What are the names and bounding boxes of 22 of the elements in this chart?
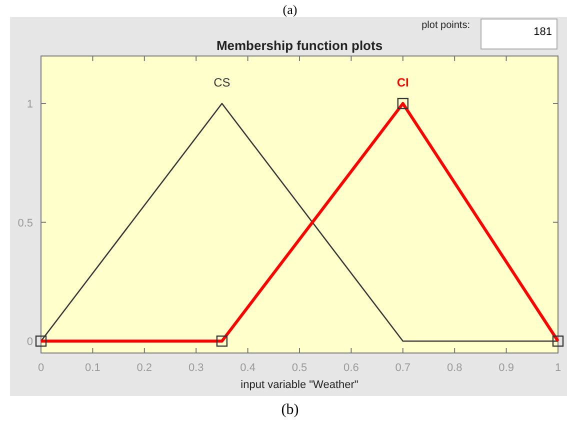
- y-tick-label: 1: [26, 98, 33, 111]
- x-tick-label: 0.3: [188, 362, 204, 374]
- x-tick-label: 0.2: [136, 362, 152, 374]
- x-tick-label: 0.5: [292, 362, 308, 374]
- text-field: 181: [480, 18, 558, 50]
- chart-title: Membership function plots: [216, 38, 383, 53]
- x-tick-label: 0.7: [395, 362, 411, 374]
- y-tick-label: 0.5: [18, 217, 33, 230]
- x-tick-label: 0.6: [344, 362, 359, 374]
- x-tick-label: 0.9: [498, 362, 514, 374]
- text: (a): [282, 2, 298, 17]
- text: (b): [281, 402, 299, 418]
- x-tick-label: 0: [38, 362, 44, 374]
- x-tick-label: 0.4: [240, 362, 256, 374]
- x-tick-label: 0.8: [446, 362, 462, 374]
- series-label: CI: [396, 76, 409, 90]
- series-label: CS: [214, 76, 230, 90]
- x-tick-label: 0.1: [85, 362, 100, 374]
- x-tick-label: 1: [554, 362, 562, 374]
- y-tick-label: 0: [26, 336, 33, 348]
- text: plot points:: [422, 20, 470, 31]
- x-axis-title: input variable "Weather": [240, 379, 358, 391]
